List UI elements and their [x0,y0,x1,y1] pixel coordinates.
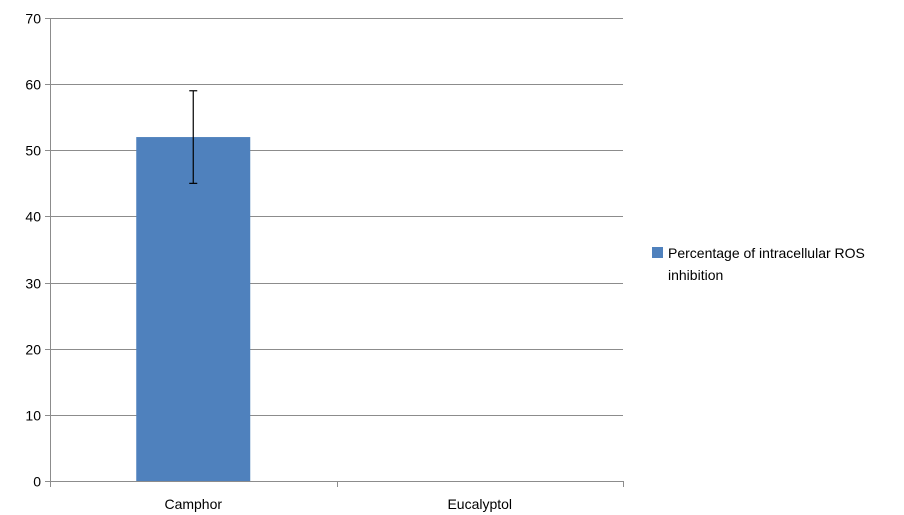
y-tick-label-20: 20 [25,342,41,358]
x-tick-label-camphor: Camphor [164,496,222,512]
legend-label-line2: inhibition [668,267,723,283]
y-tick-label-70: 70 [25,11,41,27]
bars [136,137,251,482]
legend-label-line1: Percentage of intracellular ROS [668,245,865,261]
grid [50,18,623,416]
y-tick-label-30: 30 [25,276,41,292]
axes [45,18,624,487]
x-tick-label-eucalyptol: Eucalyptol [447,496,512,512]
y-tick-label-40: 40 [25,209,41,225]
bar-camphor [136,137,251,482]
y-tick-label-50: 50 [25,143,41,159]
y-tick-label-0: 0 [33,474,41,490]
legend: Percentage of intracellular ROS inhibiti… [652,245,865,283]
error-bars [189,90,198,184]
x-axis-ticks: Camphor Eucalyptol [164,496,512,512]
y-tick-label-60: 60 [25,77,41,93]
y-tick-label-10: 10 [25,408,41,424]
y-axis-ticks: 0 10 20 30 40 50 60 70 [25,11,41,490]
legend-swatch [652,247,663,258]
